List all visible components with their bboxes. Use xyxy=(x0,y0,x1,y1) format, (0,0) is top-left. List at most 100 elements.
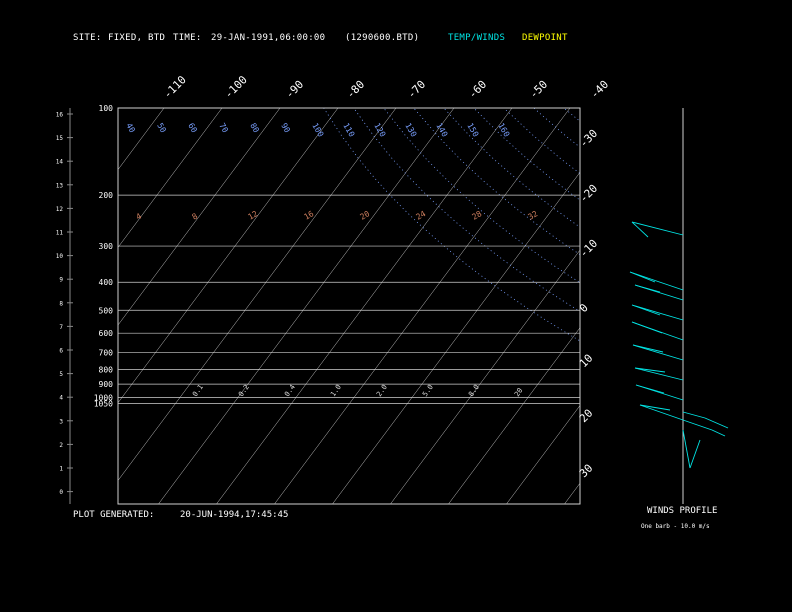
wind-barb-flag xyxy=(635,384,665,394)
wind-barb-flag xyxy=(629,271,656,283)
height-tick-label: 11 xyxy=(56,230,64,237)
height-tick-label: 0 xyxy=(59,489,63,496)
height-tick-label: 1 xyxy=(59,466,63,473)
isotherm-line xyxy=(118,108,281,326)
dry-adiabat-label: 140 xyxy=(434,122,449,139)
isotherm-line xyxy=(738,108,792,504)
dry-adiabat-label: 110 xyxy=(341,122,356,139)
height-tick-label: 8 xyxy=(59,300,63,307)
dry-adiabat-line xyxy=(503,108,580,175)
isobar-grid xyxy=(118,194,580,404)
moist-adiabat-label: 4 xyxy=(135,211,144,221)
height-tick-label: 10 xyxy=(56,253,64,260)
mixing-ratio-grid xyxy=(722,333,792,504)
isotherm-label-top: -40 xyxy=(588,78,611,101)
mixing-ratio-label: 2.0 xyxy=(375,383,389,398)
mixing-ratio-line xyxy=(780,333,792,504)
wind-barb-flag xyxy=(634,284,661,293)
height-tick-label: 14 xyxy=(56,159,64,166)
height-tick-label: 9 xyxy=(59,277,63,284)
plot-generated-value: 20-JUN-1994,17:45:45 xyxy=(180,510,289,520)
pressure-label: 300 xyxy=(99,242,114,251)
isotherm-line xyxy=(118,108,397,481)
dry-adiabat-label: 40 xyxy=(124,122,137,135)
pressure-label: 500 xyxy=(99,306,114,315)
dry-adiabat-line xyxy=(323,108,580,342)
dry-adiabat-label: 150 xyxy=(465,122,480,139)
moist-adiabat-label: 16 xyxy=(303,209,316,222)
plot-frame xyxy=(117,107,581,505)
legend-temp-winds: TEMP/WINDS xyxy=(448,33,506,43)
dry-adiabat-label: 100 xyxy=(310,122,325,139)
pressure-label: 1050 xyxy=(94,400,113,409)
pressure-label: 900 xyxy=(99,380,114,389)
dry-adiabat-label: 120 xyxy=(372,122,387,139)
moist-adiabat-label: 20 xyxy=(359,209,372,222)
dry-adiabat-line xyxy=(714,108,792,404)
dry-adiabat-line xyxy=(684,108,792,404)
height-tick-label: 15 xyxy=(56,135,64,142)
wind-barb-flag xyxy=(639,404,671,411)
isotherm-line xyxy=(118,108,165,171)
mixing-ratio-label: 0.2 xyxy=(237,383,251,398)
dry-adiabat-line xyxy=(473,108,580,201)
time-label: TIME: xyxy=(173,33,202,43)
isotherm-line xyxy=(564,482,580,504)
isotherm-label-top: -50 xyxy=(527,78,550,101)
pressure-label: 1000 xyxy=(94,393,113,402)
axis-labels: 10020030040050060070080090010001050-110-… xyxy=(56,73,611,496)
dry-adiabat-line xyxy=(654,108,792,404)
file-name: (1290600.BTD) xyxy=(345,33,420,43)
winds-profile xyxy=(629,108,729,504)
isotherm-line xyxy=(274,108,571,504)
wind-barb-flag xyxy=(689,439,701,469)
dry-adiabat-label: 80 xyxy=(248,122,261,135)
pressure-label: 700 xyxy=(99,349,114,358)
wind-barb-flag xyxy=(704,417,729,429)
wind-barb-shaft xyxy=(629,271,684,291)
site-value: FIXED, BTD xyxy=(108,33,166,43)
isotherm-grid xyxy=(118,108,792,504)
site-label: SITE: xyxy=(73,33,102,43)
wind-barb-shaft xyxy=(631,304,684,321)
wind-barb-flag xyxy=(711,429,726,437)
dry-adiabat-label: 160 xyxy=(496,122,511,139)
isotherm-line xyxy=(506,405,580,504)
dry-adiabat-line xyxy=(533,108,580,148)
dry-adiabat-line xyxy=(443,108,580,228)
mixing-ratio-label: 0.1 xyxy=(191,383,205,398)
isotherm-line xyxy=(118,108,339,404)
winds-profile-title: WINDS PROFILE xyxy=(647,506,718,516)
dry-adiabat-label: 130 xyxy=(403,122,418,139)
height-tick-label: 13 xyxy=(56,182,64,189)
isotherm-label-top: -110 xyxy=(161,73,189,101)
dry-adiabat-grid xyxy=(323,108,792,404)
moist-adiabat-label: 28 xyxy=(471,209,484,222)
height-tick-label: 5 xyxy=(59,371,63,378)
isotherm-line xyxy=(332,171,580,504)
isotherm-label-top: -80 xyxy=(344,78,367,101)
isotherm-line xyxy=(448,327,580,504)
isotherm-label-top: -60 xyxy=(466,78,489,101)
time-value: 29-JAN-1991,06:00:00 xyxy=(211,33,326,43)
height-tick-label: 6 xyxy=(59,348,63,355)
dry-adiabat-line xyxy=(563,108,580,122)
wind-barb-shaft xyxy=(631,221,684,236)
wind-barb-flag xyxy=(632,344,664,353)
mixing-ratio-label: 5.0 xyxy=(421,383,435,398)
isotherm-line xyxy=(118,108,223,248)
isotherm-line xyxy=(216,108,513,504)
height-tick-label: 2 xyxy=(59,442,63,449)
wind-barb-shaft xyxy=(682,429,691,469)
isotherm-line xyxy=(622,108,792,504)
wind-barb-flag xyxy=(631,304,661,316)
legend-dewpoint: DEWPOINT xyxy=(522,33,568,43)
dry-adiabat-label: 60 xyxy=(186,122,199,135)
wind-barb-flag xyxy=(634,367,666,373)
plot-generated-label: PLOT GENERATED: xyxy=(73,510,155,520)
dry-adiabat-line xyxy=(413,108,580,256)
dewpoint-profile-line xyxy=(642,198,792,397)
dry-adiabat-line xyxy=(353,108,580,312)
dry-adiabat-line xyxy=(774,108,792,404)
